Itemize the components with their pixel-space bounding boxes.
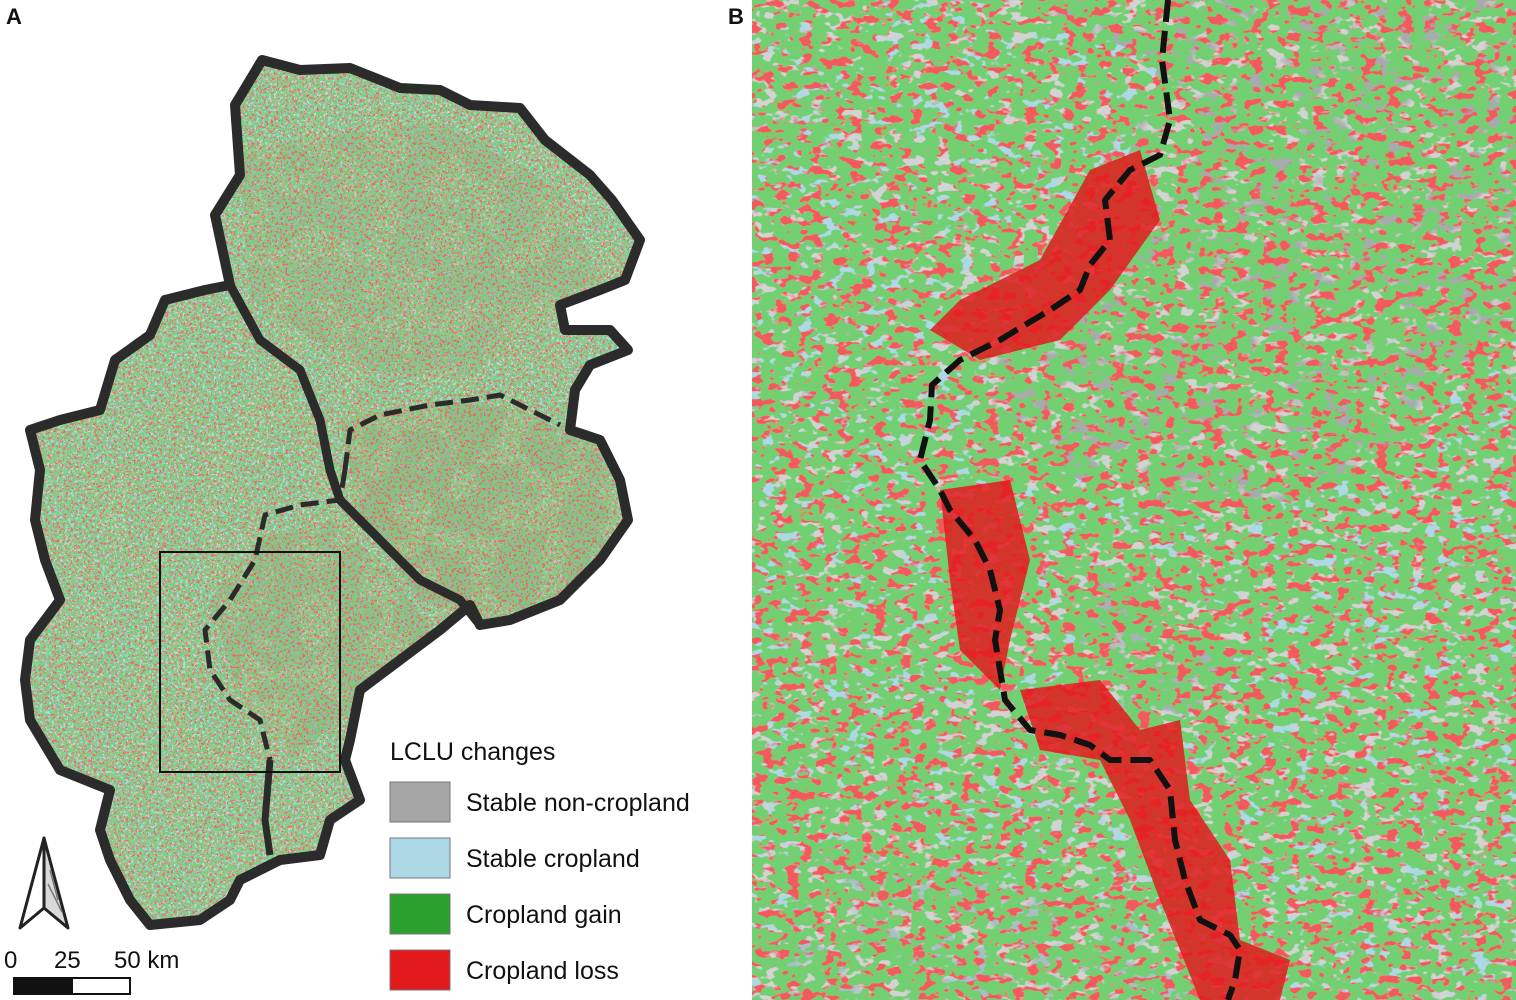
region-outer-boundary <box>20 55 645 930</box>
scale-label-25: 25 <box>54 947 81 974</box>
scale-label-0: 0 <box>4 947 17 974</box>
legend-label-cropland-loss: Cropland loss <box>466 957 619 985</box>
scale-segment-1 <box>14 978 72 994</box>
legend-swatch-cropland-loss <box>389 949 451 991</box>
scale-label-50km: 50 km <box>114 947 179 974</box>
panel-a-label: A <box>6 4 22 29</box>
district-boundary-1 <box>226 282 484 628</box>
zoom-change-texture <box>752 0 1516 1000</box>
zoom-frontline-dashed <box>917 0 1243 1000</box>
panel-b-label: B <box>728 4 744 29</box>
legend: LCLU changes Stable non-cropland Stable … <box>389 738 690 991</box>
legend-swatch-stable-cropland <box>389 837 451 879</box>
scale-segment-2 <box>71 977 131 995</box>
loss-cluster-south <box>1020 680 1290 1000</box>
north-arrow-icon <box>18 836 70 930</box>
legend-title: LCLU changes <box>390 738 555 766</box>
inset-extent-box <box>159 551 341 773</box>
legend-label-stable-non-cropland: Stable non-cropland <box>466 789 690 817</box>
loss-cluster-middle <box>940 480 1030 690</box>
legend-label-stable-cropland: Stable cropland <box>466 845 640 873</box>
legend-swatch-cropland-gain <box>389 893 451 935</box>
legend-label-cropland-gain: Cropland gain <box>466 901 622 929</box>
legend-swatch-stable-non-cropland <box>389 781 451 823</box>
frontline-dashed-boundary <box>202 392 562 761</box>
panel-b-map <box>752 0 1516 1000</box>
scale-bar: 0 25 50 km <box>4 947 179 995</box>
district-boundary-2 <box>261 759 274 856</box>
